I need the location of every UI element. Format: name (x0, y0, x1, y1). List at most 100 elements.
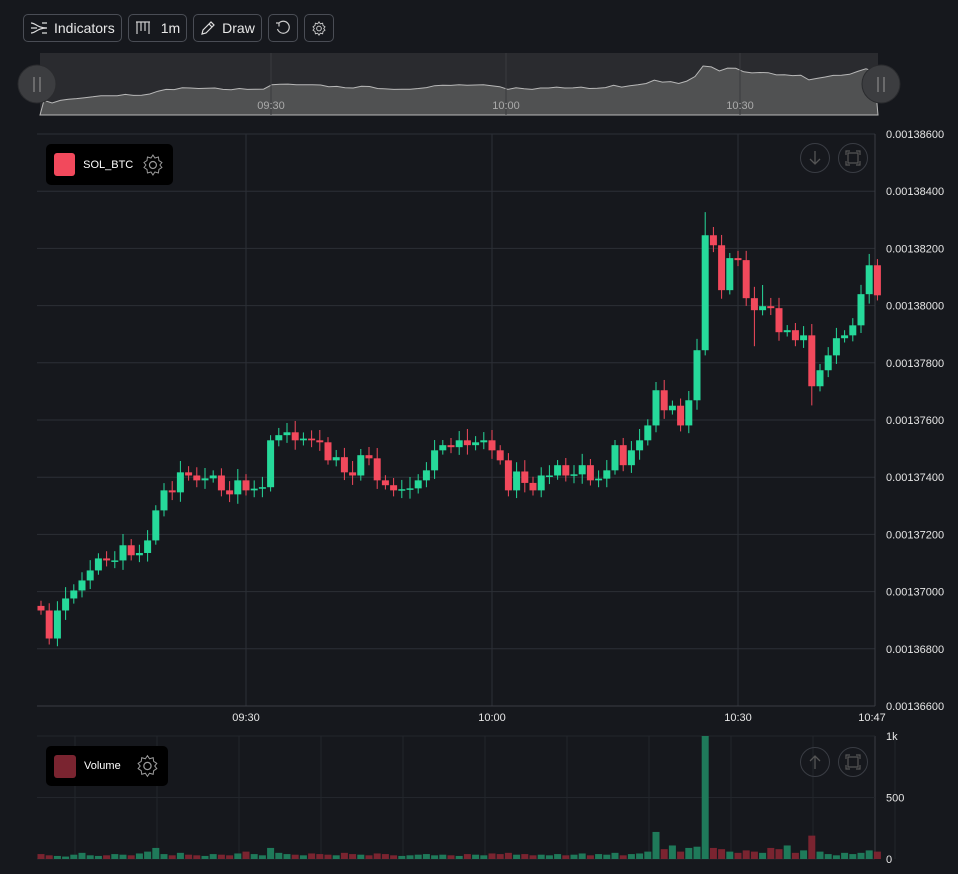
candle (529, 476, 537, 496)
candle (857, 284, 865, 334)
series-settings-gear-icon[interactable] (141, 152, 165, 178)
candle (480, 432, 488, 450)
candle-body (660, 390, 668, 411)
volume-bar (800, 850, 808, 859)
candle-body (463, 440, 471, 446)
candle-body (381, 480, 389, 486)
volume-bar (463, 854, 471, 859)
navigator-time-label: 10:00 (492, 100, 520, 112)
indicators-button[interactable]: Indicators (23, 14, 122, 42)
volume-bar (455, 855, 463, 859)
volume-bar (201, 855, 209, 859)
candle-body (619, 445, 627, 466)
candle (250, 480, 258, 498)
candle-body (176, 472, 184, 493)
candle-body (652, 390, 660, 426)
candle (554, 460, 562, 480)
volume-bar (685, 847, 693, 859)
candle-body (37, 605, 45, 611)
draw-button[interactable]: Draw (193, 14, 262, 42)
series-color-swatch[interactable] (54, 153, 76, 176)
indicators-icon (30, 22, 48, 34)
volume-color-swatch[interactable] (54, 754, 77, 778)
candle-body (209, 475, 217, 479)
candle-body (513, 471, 521, 491)
candle-body (570, 474, 578, 476)
volume-bar (586, 855, 594, 859)
volume-bar (217, 854, 225, 859)
reset-button[interactable] (267, 14, 298, 42)
candle (718, 234, 726, 299)
grip-icon (33, 77, 41, 92)
interval-button[interactable]: 1m (127, 14, 188, 42)
volume-bar (127, 855, 135, 859)
candle (201, 468, 209, 489)
candle-body (816, 370, 824, 387)
volume-bar (488, 853, 496, 859)
candle (283, 423, 291, 443)
navigator-left-handle[interactable] (17, 64, 57, 104)
candle (685, 390, 693, 434)
volume-bar (176, 852, 184, 859)
volume-bar (316, 854, 324, 859)
candle (357, 449, 365, 481)
candle-body (127, 545, 135, 556)
candle-body (496, 450, 504, 461)
candle-body (545, 475, 553, 477)
volume-bar (759, 852, 767, 859)
candle-body (693, 350, 701, 401)
candle-body (78, 580, 86, 591)
volume-bar (472, 854, 480, 859)
candle-body (185, 472, 193, 476)
candle (86, 560, 94, 590)
candle (545, 465, 553, 485)
candle (586, 459, 594, 486)
candle-body (832, 338, 840, 356)
volume-bar (160, 854, 168, 859)
candle (455, 431, 463, 455)
candle (841, 330, 849, 343)
settings-button[interactable] (303, 14, 334, 42)
candle-body (455, 440, 463, 448)
interval-label: 1m (160, 20, 181, 36)
candle (176, 461, 184, 502)
candle-body (144, 540, 152, 553)
volume-bar (808, 835, 816, 859)
candle-body (390, 485, 398, 491)
volume-bar (570, 854, 578, 859)
volume-bar (94, 855, 102, 859)
volume-bar (226, 855, 234, 859)
volume-settings-gear-icon[interactable] (135, 753, 160, 779)
candle-body (578, 465, 586, 475)
volume-bar (718, 849, 726, 859)
maximize-volume-pane-button[interactable] (838, 747, 868, 777)
candle-body (283, 432, 291, 436)
volume-bar (431, 855, 439, 859)
candle (513, 462, 521, 499)
navigator-right-handle[interactable] (861, 64, 901, 104)
candle-body (709, 235, 717, 246)
candle (62, 587, 70, 620)
maximize-pane-button[interactable] (838, 143, 868, 173)
candle-body (316, 440, 324, 443)
candle (119, 533, 127, 570)
candle-body (595, 478, 603, 481)
handle-circle (17, 64, 57, 104)
candle (816, 364, 824, 392)
candle-body (439, 445, 447, 451)
candle-body (537, 475, 545, 491)
fullscreen-icon (845, 754, 861, 770)
volume-bar (242, 851, 250, 859)
candle-body (357, 455, 365, 476)
candle (865, 253, 873, 304)
candle (873, 259, 881, 301)
candle-body (791, 330, 799, 341)
price-legend: SOL_BTC (46, 144, 173, 185)
move-pane-down-button[interactable] (800, 143, 830, 173)
volume-bar (521, 854, 529, 859)
volume-bar (824, 854, 832, 859)
candle-body (718, 245, 726, 291)
candle (70, 584, 78, 604)
move-pane-up-button[interactable] (800, 747, 830, 777)
